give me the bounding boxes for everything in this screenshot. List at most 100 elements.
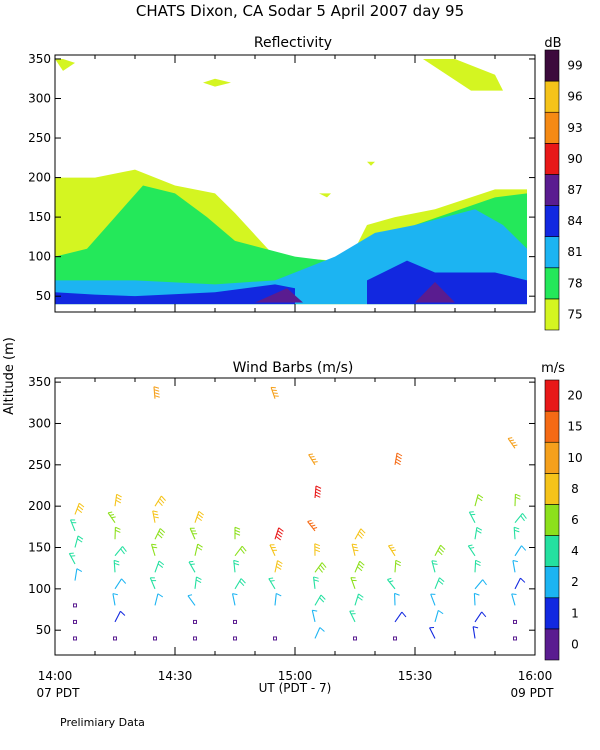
wind-barb: [430, 593, 436, 606]
wind-barb: [429, 627, 436, 639]
reflectivity-colorbar-swatch: [544, 205, 560, 237]
wind-barb-feather: [508, 437, 513, 439]
wind-barb-feather: [315, 491, 321, 495]
reflectivity-y-tick-label: 100: [28, 250, 51, 264]
wind-barb-feather: [233, 562, 240, 566]
wind-barb-feather: [515, 496, 521, 500]
wind-barb: [314, 485, 317, 498]
wind-barb: [514, 545, 522, 557]
wind-barb-feather: [233, 559, 239, 563]
wind-colorbar-swatch: [544, 441, 560, 474]
wind-barb: [513, 527, 516, 540]
wind-y-tick-label: 150: [28, 541, 51, 555]
wind-barb: [74, 568, 78, 581]
wind-barb: [387, 579, 396, 590]
wind-barb-feather: [475, 562, 481, 567]
wind-barb-feather: [511, 442, 516, 444]
reflectivity-colorbar-swatch: [544, 111, 560, 144]
wind-barb-feather: [394, 592, 400, 596]
wind-barb-feather: [111, 516, 116, 519]
wind-barb-feather: [431, 560, 437, 562]
wind-barb: [349, 610, 356, 623]
wind-barb-feather: [109, 513, 115, 516]
wind-barb: [153, 386, 156, 399]
wind-y-tick-label: 100: [28, 582, 51, 596]
wind-barb-feather: [158, 560, 165, 566]
wind-barb-feather: [521, 545, 527, 551]
wind-barb-feather: [474, 592, 480, 596]
wind-barb: [150, 544, 156, 556]
wind-colorbar-label: m/s: [541, 361, 565, 376]
reflectivity-colorbar-tick-label: 99: [567, 59, 582, 73]
wind-barb-feather: [481, 611, 487, 618]
wind-barb-feather: [270, 580, 275, 582]
reflectivity-contour-84db: [367, 260, 527, 305]
wind-colorbar-tick-label: 20: [567, 389, 582, 403]
wind-barb-feather: [314, 543, 320, 547]
wind-barb: [194, 543, 199, 556]
x-tick-label: 16:00: [518, 669, 553, 683]
wind-barb-feather: [395, 559, 402, 564]
wind-barb-feather: [241, 545, 247, 552]
reflectivity-colorbar-swatch: [544, 143, 560, 175]
wind-barb: [193, 619, 197, 624]
reflectivity-colorbar-swatch: [544, 298, 560, 331]
wind-barb-feather: [275, 535, 281, 541]
wind-barb-feather: [352, 546, 358, 549]
wind-barb-feather: [321, 562, 327, 568]
wind-barb-feather: [154, 389, 160, 392]
wind-colorbar-tick-label: 4: [571, 544, 579, 558]
wind-barb-feather: [358, 563, 364, 569]
wind-barb-feather: [197, 513, 203, 519]
wind-barb: [73, 619, 77, 624]
wind-barb-feather: [396, 452, 403, 457]
wind-barb-feather: [473, 626, 479, 629]
wind-barb: [68, 553, 76, 565]
reflectivity-contour-75db: [423, 58, 503, 91]
reflectivity-colorbar-tick-label: 78: [567, 276, 582, 290]
wind-barb: [112, 593, 116, 606]
wind-barb-feather: [158, 530, 164, 536]
reflectivity-contour-75db: [203, 78, 231, 87]
wind-barb: [154, 495, 162, 507]
wind-barb: [467, 545, 476, 557]
right-corner-label: 09 PDT: [511, 686, 555, 700]
x-tick-label: 15:00: [278, 669, 313, 683]
wind-barb-feather: [277, 530, 283, 535]
wind-y-tick-label: 350: [28, 375, 51, 389]
wind-barb-feather: [276, 593, 282, 597]
reflectivity-colorbar-tick-label: 84: [567, 214, 582, 228]
wind-barb: [472, 626, 476, 639]
wind-barb: [274, 593, 277, 606]
wind-barb-feather: [313, 461, 318, 463]
reflectivity-contour-75db: [319, 193, 331, 198]
reflectivity-colorbar-swatch: [544, 236, 560, 269]
wind-barb-feather: [77, 538, 83, 543]
wind-barb-feather: [121, 578, 127, 584]
wind-barb-feather: [352, 543, 358, 546]
wind-barb-feather: [159, 528, 166, 534]
reflectivity-colorbar-tick-label: 87: [567, 183, 582, 197]
wind-frame: [54, 377, 536, 656]
x-tick-label: 14:30: [158, 669, 193, 683]
wind-y-tick-label: 200: [28, 499, 51, 513]
wind-colorbar-tick-label: 1: [571, 606, 579, 620]
wind-colorbar-swatch: [544, 535, 560, 567]
wind-barb: [394, 452, 398, 465]
wind-barb-feather: [357, 533, 363, 539]
wind-barb-feather: [476, 529, 482, 534]
wind-barb-feather: [159, 498, 165, 504]
wind-barb: [474, 494, 479, 507]
wind-barb: [187, 595, 196, 606]
wind-barb-feather: [196, 546, 203, 551]
wind-barb-feather: [511, 593, 517, 595]
wind-barb-feather: [196, 516, 202, 522]
wind-barb: [514, 513, 523, 524]
wind-barb-feather: [520, 577, 526, 583]
footnote: Prelimiary Data: [60, 716, 145, 729]
wind-barb: [188, 561, 196, 573]
wind-barb-feather: [76, 568, 83, 572]
wind-barb-feather: [153, 513, 159, 516]
wind-barb: [234, 578, 242, 590]
